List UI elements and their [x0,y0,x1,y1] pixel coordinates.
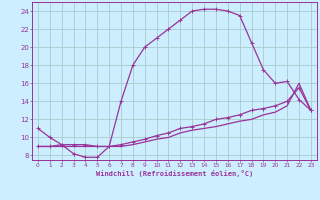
X-axis label: Windchill (Refroidissement éolien,°C): Windchill (Refroidissement éolien,°C) [96,170,253,177]
